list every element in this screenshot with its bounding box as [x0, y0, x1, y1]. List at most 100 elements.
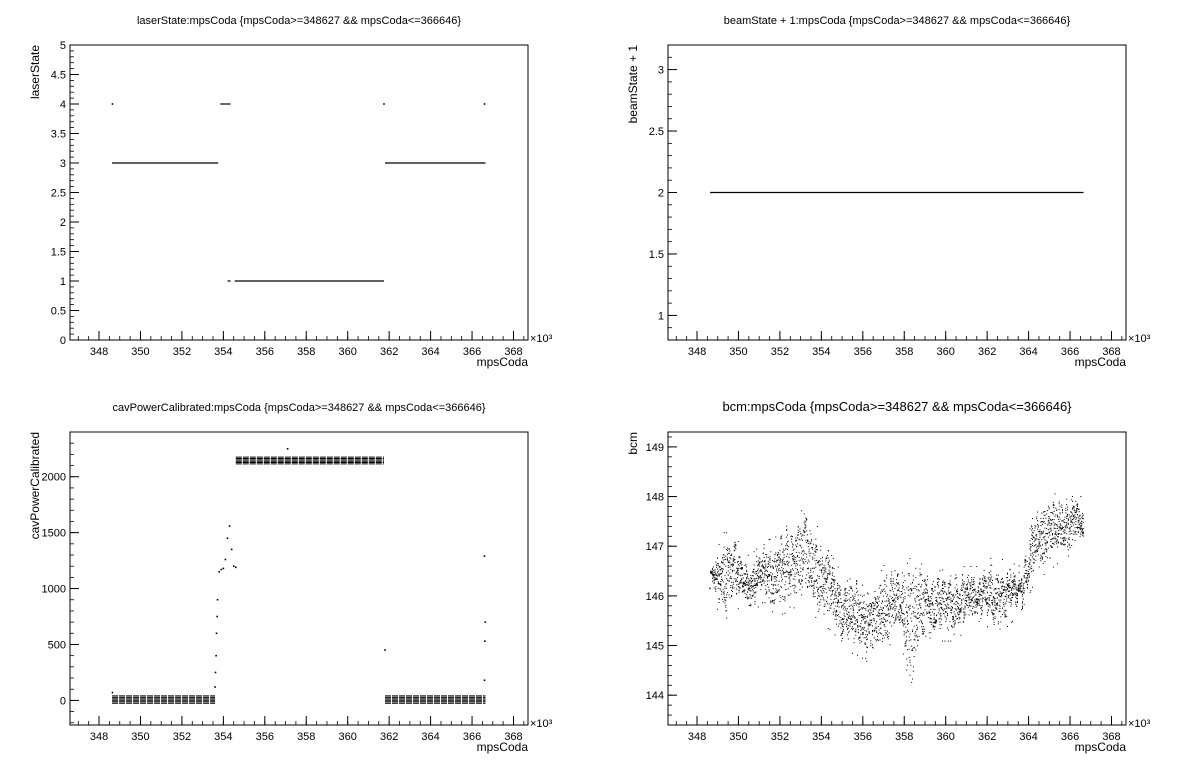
x-tick-label: 368: [1102, 731, 1120, 743]
data-point: [214, 686, 216, 688]
x-multiplier: ×10³: [1128, 333, 1151, 345]
chart-panel-4: bcm:mpsCoda {mpsCoda>=348627 && mpsCoda<…: [626, 399, 1151, 754]
y-axis-label: laserState: [28, 45, 42, 99]
y-tick-label: 4.5: [51, 70, 66, 82]
data-point: [220, 568, 223, 571]
data-point: [111, 103, 114, 105]
y-tick-label: 2.5: [51, 188, 66, 200]
x-tick-label: 358: [297, 731, 315, 743]
x-tick-label: 362: [978, 346, 996, 358]
x-tick-label: 366: [463, 346, 481, 358]
x-tick-label: 348: [90, 346, 108, 358]
x-tick-label: 364: [421, 346, 439, 358]
y-tick-label: 1000: [42, 584, 66, 596]
x-tick-label: 362: [380, 346, 398, 358]
data-point: [226, 537, 229, 540]
data-point: [216, 598, 219, 601]
y-tick-label: 148: [646, 492, 664, 504]
x-tick-label: 362: [978, 731, 996, 743]
data-point: [232, 565, 235, 567]
data-point: [222, 567, 225, 570]
data-point: [234, 566, 237, 569]
chart-title: cavPowerCalibrated:mpsCoda {mpsCoda>=348…: [112, 402, 485, 414]
y-tick-label: 144: [646, 690, 664, 702]
y-tick-label: 1: [658, 310, 664, 322]
y-tick-label: 0: [60, 335, 66, 347]
y-tick-label: 1: [60, 276, 66, 288]
x-tick-label: 358: [297, 346, 315, 358]
plot-frame: [667, 431, 1127, 726]
data-point: [215, 654, 217, 657]
x-tick-label: 360: [937, 346, 955, 358]
x-tick-label: 362: [380, 731, 398, 743]
x-tick-label: 350: [729, 731, 747, 743]
y-tick-label: 1.5: [649, 249, 664, 261]
data-point: [224, 558, 227, 561]
x-tick-label: 364: [1019, 731, 1037, 743]
chart-title: laserState:mpsCoda {mpsCoda>=348627 && m…: [137, 15, 461, 27]
data-point: [228, 525, 231, 527]
y-tick-label: 146: [646, 591, 664, 603]
x-tick-label: 354: [214, 731, 232, 743]
x-axis-label: mpsCoda: [1075, 740, 1127, 754]
data-point: [216, 615, 218, 618]
y-tick-label: 149: [646, 442, 664, 454]
y-tick-label: 5: [60, 40, 66, 52]
data-point: [218, 570, 221, 573]
x-tick-label: 356: [256, 731, 274, 743]
x-tick-label: 356: [854, 346, 872, 358]
data-point: [383, 103, 385, 105]
x-tick-label: 354: [812, 346, 830, 358]
y-tick-label: 147: [646, 541, 664, 553]
data-point: [483, 679, 486, 682]
data-point: [484, 621, 487, 623]
x-tick-label: 352: [173, 346, 191, 358]
data-point: [215, 632, 218, 635]
x-tick-label: 360: [339, 346, 357, 358]
y-tick-label: 3: [60, 158, 66, 170]
x-tick-label: 352: [771, 731, 789, 743]
x-tick-label: 358: [895, 731, 913, 743]
chart-panel-1: laserState:mpsCoda {mpsCoda>=348627 && m…: [28, 15, 553, 369]
x-tick-label: 356: [854, 731, 872, 743]
y-tick-label: 3.5: [51, 129, 66, 141]
x-tick-label: 348: [688, 731, 706, 743]
x-tick-label: 366: [463, 731, 481, 743]
data-point: [111, 691, 114, 694]
x-tick-label: 348: [688, 346, 706, 358]
y-tick-label: 3: [658, 65, 664, 77]
x-tick-label: 366: [1061, 346, 1079, 358]
chart-title: bcm:mpsCoda {mpsCoda>=348627 && mpsCoda<…: [722, 399, 1072, 414]
x-tick-label: 348: [90, 731, 108, 743]
y-axis-label: beamState + 1: [626, 45, 640, 124]
x-tick-label: 352: [771, 346, 789, 358]
data-point: [483, 103, 486, 105]
y-tick-label: 0.5: [51, 306, 66, 318]
x-tick-label: 350: [131, 731, 149, 743]
x-tick-label: 350: [131, 346, 149, 358]
data-band: [385, 695, 486, 704]
x-tick-label: 368: [504, 346, 522, 358]
x-tick-label: 350: [729, 346, 747, 358]
y-tick-label: 2: [60, 217, 66, 229]
x-multiplier: ×10³: [1128, 718, 1151, 730]
x-axis-label: mpsCoda: [477, 355, 529, 369]
data-point: [230, 548, 233, 551]
x-tick-label: 368: [504, 731, 522, 743]
x-multiplier: ×10³: [530, 333, 553, 345]
y-tick-label: 2000: [42, 472, 66, 484]
data-point: [484, 640, 486, 642]
x-multiplier: ×10³: [530, 718, 553, 730]
data-point: [286, 447, 289, 450]
x-tick-label: 356: [256, 346, 274, 358]
x-axis-label: mpsCoda: [477, 740, 529, 754]
x-tick-label: 358: [895, 346, 913, 358]
data-point-cloud: [709, 493, 1084, 684]
y-axis-label: bcm: [626, 432, 640, 455]
y-tick-label: 4: [60, 99, 66, 111]
chart-title: beamState + 1:mpsCoda {mpsCoda>=348627 &…: [724, 15, 1071, 27]
x-axis-label: mpsCoda: [1075, 355, 1127, 369]
y-tick-label: 2: [658, 188, 664, 200]
x-tick-label: 364: [421, 731, 439, 743]
